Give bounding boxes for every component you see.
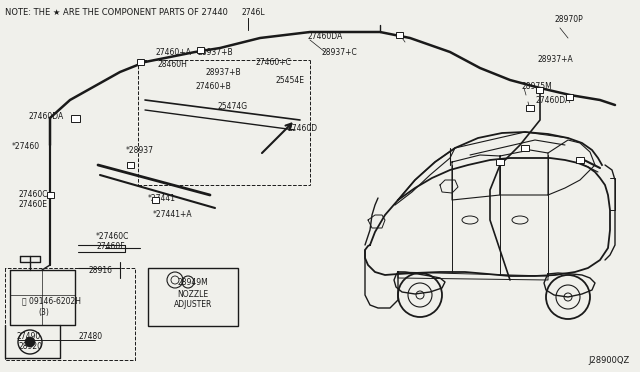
Text: 27480: 27480 [78, 332, 102, 341]
Text: 27460D: 27460D [288, 124, 318, 133]
Text: (3): (3) [38, 308, 49, 317]
Text: *27441: *27441 [148, 194, 176, 203]
Text: 25474G: 25474G [218, 102, 248, 111]
Text: 28920: 28920 [18, 342, 42, 351]
Text: *27460: *27460 [12, 142, 40, 151]
Text: *27460C: *27460C [96, 232, 129, 241]
Bar [536, 87, 543, 93]
Text: Ⓑ 09146-6202H: Ⓑ 09146-6202H [22, 296, 81, 305]
Circle shape [25, 337, 35, 347]
Text: 27460+B: 27460+B [196, 82, 232, 91]
Bar [566, 94, 573, 100]
Text: 28949M: 28949M [178, 278, 209, 287]
Text: 28937+C: 28937+C [322, 48, 358, 57]
Bar [526, 105, 534, 111]
Text: 28937+B: 28937+B [205, 68, 241, 77]
Text: NOZZLE: NOZZLE [177, 290, 209, 299]
Bar [576, 157, 584, 163]
Text: *27441+A: *27441+A [153, 210, 193, 219]
Text: 28937+B: 28937+B [198, 48, 234, 57]
Text: 25454E: 25454E [276, 76, 305, 85]
Bar [521, 145, 529, 151]
Bar [127, 162, 134, 168]
Bar [496, 159, 504, 165]
Bar [397, 32, 403, 38]
Bar [70, 115, 79, 122]
Bar [148, 268, 238, 326]
Text: 2746L: 2746L [242, 8, 266, 17]
Text: *28937: *28937 [126, 146, 154, 155]
Bar [152, 197, 159, 203]
Text: J28900QZ: J28900QZ [589, 356, 630, 365]
Text: 28937+A: 28937+A [538, 55, 573, 64]
Text: 27460DA: 27460DA [28, 112, 63, 121]
Text: NOTE: THE ★ ARE THE COMPONENT PARTS OF 27440: NOTE: THE ★ ARE THE COMPONENT PARTS OF 2… [5, 8, 228, 17]
Text: 28460H: 28460H [158, 60, 188, 69]
Text: 27460CA: 27460CA [18, 190, 52, 199]
Text: 28916: 28916 [88, 266, 112, 275]
Text: 27460+C: 27460+C [255, 58, 291, 67]
Text: 27460E: 27460E [18, 200, 47, 209]
Text: 27460+A: 27460+A [155, 48, 191, 57]
Text: 27460DA: 27460DA [536, 96, 572, 105]
Text: ADJUSTER: ADJUSTER [174, 300, 212, 309]
Bar [196, 47, 204, 53]
Text: 27490: 27490 [16, 332, 40, 341]
Bar [136, 59, 143, 65]
Text: 28970P: 28970P [555, 15, 584, 24]
Text: 27460F: 27460F [96, 242, 125, 251]
Text: 28975M: 28975M [522, 82, 553, 91]
Text: 27460DA: 27460DA [308, 32, 343, 41]
Bar [47, 192, 54, 198]
